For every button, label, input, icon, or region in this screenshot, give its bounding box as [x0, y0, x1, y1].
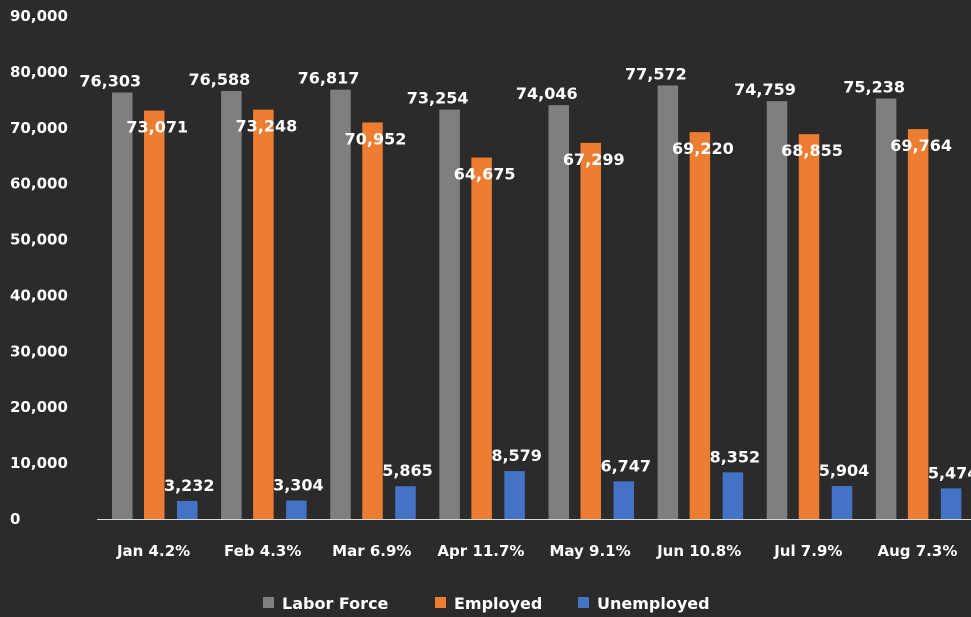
- bar-labor-force: [439, 109, 460, 520]
- data-label: 69,220: [672, 139, 734, 158]
- x-axis: Jan 4.2% Feb 4.3% Mar 6.9% Apr 11.7% May 9.1…: [97, 519, 971, 560]
- y-tick-label: 40,000: [10, 286, 68, 304]
- bar-unemployed: [831, 486, 853, 519]
- data-label: 3,304: [273, 476, 324, 495]
- bar-labor-force: [112, 92, 133, 519]
- data-label: 64,675: [454, 165, 516, 184]
- data-label: 76,588: [189, 70, 251, 89]
- data-label: 5,474: [928, 463, 971, 482]
- bar-unemployed: [722, 472, 744, 519]
- y-tick-label: 10,000: [10, 454, 68, 472]
- y-tick-label: 70,000: [10, 119, 68, 137]
- x-tick-label: Feb 4.3%: [224, 542, 301, 560]
- y-tick-label: 0: [10, 510, 20, 528]
- y-tick-label: 90,000: [10, 7, 68, 25]
- bar-labor-force: [330, 89, 351, 520]
- bar-employed: [689, 132, 711, 519]
- data-label: 68,855: [781, 141, 843, 160]
- y-axis: 0 10,000 20,000 30,000 40,000 50,000 60,000 70,…: [10, 7, 68, 528]
- data-label: 67,299: [563, 150, 625, 169]
- y-tick-label: 50,000: [10, 231, 68, 249]
- data-label: 77,572: [625, 64, 687, 83]
- bar-employed: [907, 129, 929, 520]
- data-label: 8,579: [491, 446, 542, 465]
- bar-employed: [253, 109, 274, 520]
- data-label: 69,764: [890, 136, 952, 155]
- x-tick-label: Jul 7.9%: [773, 542, 842, 560]
- x-tick-label: Jun 10.8%: [656, 542, 741, 560]
- legend-label: Unemployed: [597, 594, 710, 613]
- bar-unemployed: [177, 500, 198, 519]
- data-label: 5,865: [382, 461, 433, 480]
- y-tick-label: 30,000: [10, 342, 68, 360]
- data-label: 70,952: [345, 129, 407, 148]
- legend: Labor Force Employed Unemployed: [263, 594, 710, 613]
- x-tick-label: Mar 6.9%: [332, 542, 411, 560]
- bar-labor-force: [657, 85, 679, 519]
- data-label: 3,232: [164, 476, 215, 495]
- bar-unemployed: [504, 471, 525, 519]
- bar-labor-force: [221, 90, 242, 519]
- x-tick-label: Jan 4.2%: [116, 542, 190, 560]
- data-labels: 76,303 73,071 3,232 76,588 73,248 3,304 76,817…: [79, 64, 971, 494]
- data-label: 8,352: [710, 447, 761, 466]
- data-label: 76,817: [298, 69, 360, 88]
- bar-employed: [580, 142, 601, 520]
- bar-unemployed: [286, 500, 307, 519]
- bar-employed: [798, 134, 820, 519]
- bar-unemployed: [395, 486, 416, 519]
- bar-employed: [362, 122, 383, 519]
- legend-label: Labor Force: [282, 594, 389, 613]
- y-tick-label: 80,000: [10, 63, 68, 81]
- bar-employed: [144, 110, 165, 519]
- legend-label: Employed: [454, 594, 542, 613]
- data-label: 74,759: [734, 80, 796, 99]
- bar-labor-force: [875, 98, 897, 520]
- x-tick-label: Aug 7.3%: [878, 542, 958, 560]
- data-label: 5,904: [819, 461, 870, 480]
- data-label: 75,238: [843, 78, 905, 97]
- bars: [112, 85, 962, 520]
- y-tick-label: 60,000: [10, 175, 68, 193]
- bar-unemployed: [613, 481, 634, 519]
- data-label: 6,747: [600, 456, 651, 475]
- legend-swatch-employed: [435, 597, 446, 608]
- bar-employed: [471, 157, 492, 519]
- data-label: 73,071: [126, 118, 188, 137]
- data-label: 73,248: [236, 117, 298, 136]
- y-tick-label: 20,000: [10, 398, 68, 416]
- bar-labor-force: [548, 105, 569, 519]
- x-tick-label: May 9.1%: [549, 542, 630, 560]
- legend-swatch-labor-force: [263, 597, 274, 608]
- data-label: 73,254: [407, 89, 469, 108]
- data-label: 74,046: [516, 84, 578, 103]
- data-label: 76,303: [79, 72, 141, 91]
- bar-labor-force: [766, 101, 788, 520]
- legend-swatch-unemployed: [578, 597, 589, 608]
- bar-unemployed: [940, 488, 962, 519]
- x-tick-label: Apr 11.7%: [437, 542, 524, 560]
